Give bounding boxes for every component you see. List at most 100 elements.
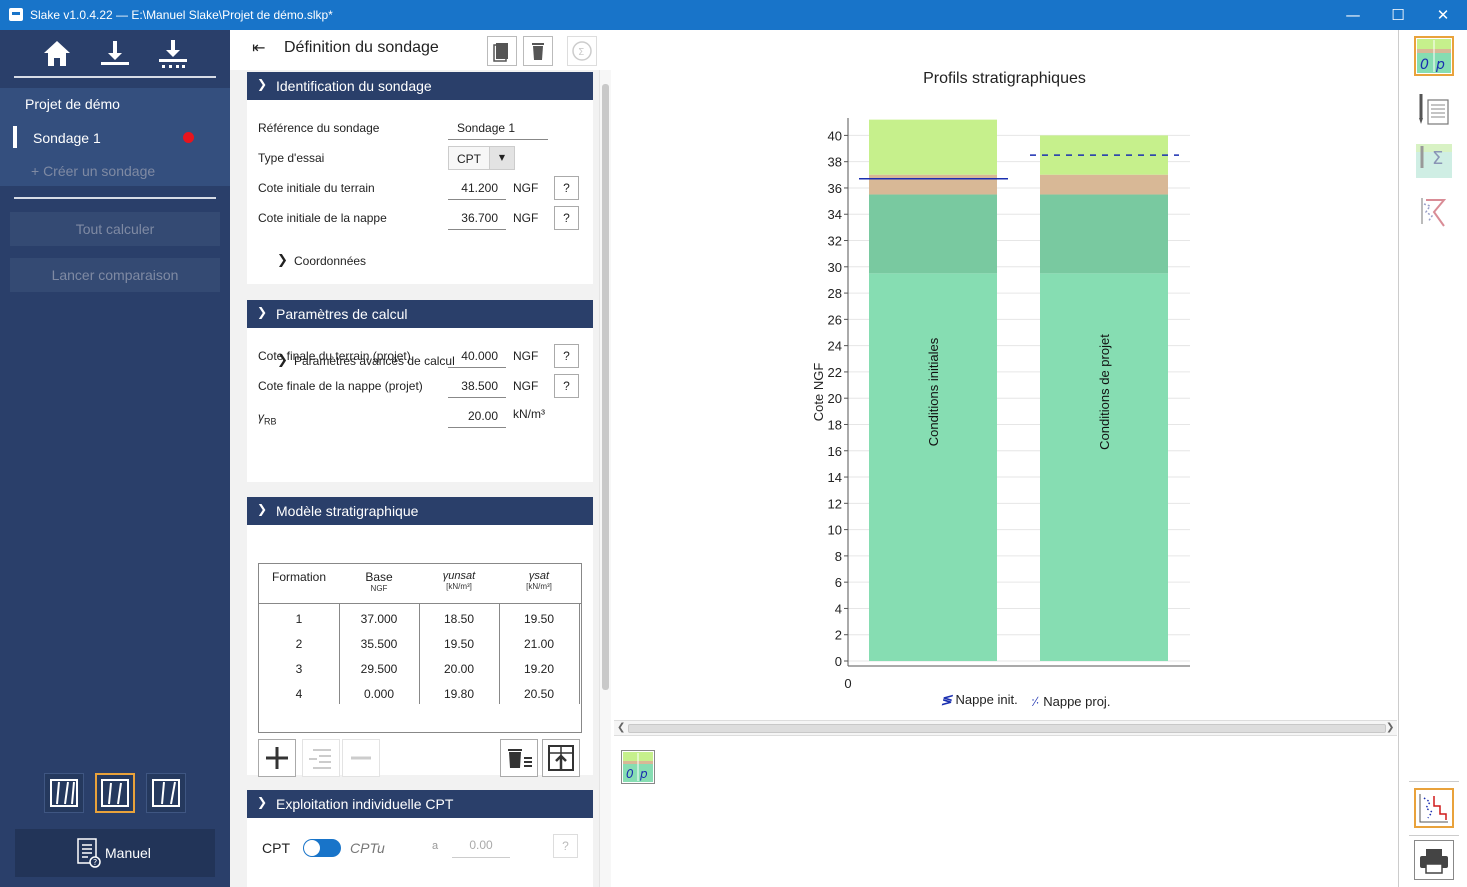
cote-nappe-field[interactable]: 36.700 bbox=[448, 206, 506, 230]
create-sondage-link[interactable]: + Créer un sondage bbox=[31, 163, 156, 179]
cote-terrain-row: Cote initiale du terrain 41.200 NGF ? bbox=[258, 176, 588, 200]
table-row[interactable]: 4 0.000 19.80 20.50 bbox=[259, 681, 581, 706]
scroll-right-icon[interactable]: ❯ bbox=[1386, 722, 1395, 733]
project-name[interactable]: Projet de démo bbox=[25, 96, 120, 112]
table-cell[interactable]: 19.50 bbox=[443, 637, 475, 651]
close-button[interactable]: ✕ bbox=[1436, 6, 1450, 24]
table-cell[interactable]: 18.50 bbox=[443, 612, 475, 626]
legend-nappe-proj: ⸓ Nappe proj. bbox=[1031, 694, 1111, 709]
y-tick-label: 10 bbox=[828, 523, 842, 538]
table-row[interactable]: 3 29.500 20.00 19.20 bbox=[259, 656, 581, 681]
collapse-panel-icon[interactable]: ⇤ bbox=[252, 38, 266, 57]
table-cell[interactable]: 19.50 bbox=[523, 612, 555, 626]
table-cell[interactable]: 21.00 bbox=[523, 637, 555, 651]
nappe-final-row: Cote finale de la nappe (projet) 38.500 … bbox=[258, 374, 588, 398]
gamma-rb-row: γRB 20.00 kN/m³ bbox=[258, 404, 588, 428]
svg-text:0: 0 bbox=[626, 767, 634, 781]
import-batch-icon[interactable] bbox=[156, 36, 190, 70]
sondage-panel: ⇤ Définition du sondage Σ ❯ Identificati… bbox=[230, 30, 611, 887]
curve-analysis-icon[interactable] bbox=[1414, 192, 1454, 232]
terrain-final-field[interactable]: 40.000 bbox=[448, 344, 506, 368]
scroll-thumb[interactable] bbox=[602, 84, 609, 690]
cpt-toggle[interactable] bbox=[303, 839, 341, 857]
table-cell[interactable]: 1 bbox=[295, 612, 303, 626]
table-cell[interactable]: 4 bbox=[295, 687, 303, 701]
table-header: Formation Base NGF γunsat [kN/m³] γsat [kN/… bbox=[259, 564, 581, 604]
table-cell[interactable]: 2 bbox=[295, 637, 303, 651]
y-tick-label: 2 bbox=[835, 628, 842, 643]
comparison-chart-icon[interactable] bbox=[1414, 788, 1454, 828]
view-mode-1-icon[interactable] bbox=[44, 773, 84, 813]
table-row[interactable]: 1 37.000 18.50 19.50 bbox=[259, 606, 581, 631]
help-button[interactable]: ? bbox=[554, 344, 579, 368]
help-button[interactable]: ? bbox=[554, 176, 579, 200]
import-table-icon[interactable] bbox=[542, 739, 580, 777]
maximize-button[interactable]: ☐ bbox=[1391, 6, 1405, 24]
sidebar-item-sondage[interactable]: Sondage 1 bbox=[0, 122, 230, 154]
table-cell[interactable]: 0.000 bbox=[363, 687, 395, 701]
gamma-rb-field[interactable]: 20.00 bbox=[448, 404, 506, 428]
table-row[interactable]: 2 35.500 19.50 21.00 bbox=[259, 631, 581, 656]
calculate-icon[interactable]: Σ bbox=[567, 36, 597, 66]
y-tick-label: 16 bbox=[828, 444, 842, 459]
calc-all-button[interactable]: Tout calculer bbox=[10, 212, 220, 246]
compare-button[interactable]: Lancer comparaison bbox=[10, 258, 220, 292]
chevron-down-icon: ▼ bbox=[489, 147, 514, 169]
results-sum-icon[interactable]: Σ bbox=[1414, 140, 1454, 180]
a-label: a bbox=[432, 840, 439, 852]
y-tick-label: 0 bbox=[835, 654, 842, 669]
nappe-final-field[interactable]: 38.500 bbox=[448, 374, 506, 398]
remove-row-icon[interactable] bbox=[342, 739, 380, 777]
scroll-thumb[interactable] bbox=[628, 724, 1386, 733]
scroll-left-icon[interactable]: ❮ bbox=[617, 722, 626, 733]
table-cell[interactable]: 19.80 bbox=[443, 687, 475, 701]
cote-terrain-field[interactable]: 41.200 bbox=[448, 176, 506, 200]
panel-scrollbar[interactable] bbox=[599, 70, 611, 887]
print-icon[interactable] bbox=[1414, 840, 1454, 880]
table-cell[interactable]: 20.50 bbox=[523, 687, 555, 701]
insert-row-icon[interactable] bbox=[302, 739, 340, 777]
chart-hscrollbar[interactable]: ❮ ❯ bbox=[614, 720, 1397, 736]
help-button[interactable]: ? bbox=[554, 206, 579, 230]
svg-text:p: p bbox=[1435, 57, 1445, 73]
calcul-header[interactable]: ❯ Paramètres de calcul bbox=[247, 300, 593, 328]
table-cell[interactable]: 29.500 bbox=[360, 662, 398, 676]
minimize-button[interactable]: — bbox=[1345, 6, 1361, 24]
table-cell[interactable]: 35.500 bbox=[360, 637, 398, 651]
cpt-header[interactable]: ❯ Exploitation individuelle CPT bbox=[247, 790, 593, 818]
type-select[interactable]: CPT ▼ bbox=[448, 146, 515, 170]
strat-header[interactable]: ❯ Modèle stratigraphique bbox=[247, 497, 593, 525]
y-tick-label: 24 bbox=[828, 339, 842, 354]
ref-field[interactable]: Sondage 1 bbox=[448, 116, 548, 140]
help-button[interactable]: ? bbox=[554, 374, 579, 398]
import-icon[interactable] bbox=[98, 36, 132, 70]
a-field[interactable]: 0.00 bbox=[452, 834, 510, 858]
manual-button[interactable]: ? Manuel bbox=[15, 829, 215, 877]
chevron-down-icon: ❯ bbox=[257, 502, 268, 516]
y-tick-label: 12 bbox=[828, 496, 842, 511]
add-row-icon[interactable] bbox=[258, 739, 296, 777]
home-icon[interactable] bbox=[40, 36, 74, 70]
y-tick-label: 20 bbox=[828, 391, 842, 406]
table-cell[interactable]: 20.00 bbox=[443, 662, 475, 676]
table-cell[interactable]: 3 bbox=[295, 662, 303, 676]
cote-nappe-row: Cote initiale de la nappe 36.700 NGF ? bbox=[258, 206, 588, 230]
cpt-data-icon[interactable] bbox=[1414, 90, 1454, 130]
help-button[interactable]: ? bbox=[553, 834, 578, 858]
y-tick-label: 26 bbox=[828, 312, 842, 327]
table-cell[interactable]: 19.20 bbox=[523, 662, 555, 676]
identification-header[interactable]: ❯ Identification du sondage bbox=[247, 72, 593, 100]
chevron-right-icon: ❯ bbox=[277, 253, 288, 268]
delete-icon[interactable] bbox=[523, 36, 553, 66]
manual-label: Manuel bbox=[105, 845, 151, 861]
clear-table-icon[interactable] bbox=[500, 739, 538, 777]
duplicate-icon[interactable] bbox=[487, 36, 517, 66]
x-origin-label: 0 bbox=[844, 676, 851, 691]
view-mode-3-icon[interactable] bbox=[146, 773, 186, 813]
y-tick-label: 6 bbox=[835, 575, 842, 590]
view-mode-2-icon[interactable] bbox=[95, 773, 135, 813]
y-tick-label: 22 bbox=[828, 365, 842, 380]
table-cell[interactable]: 37.000 bbox=[360, 612, 398, 626]
